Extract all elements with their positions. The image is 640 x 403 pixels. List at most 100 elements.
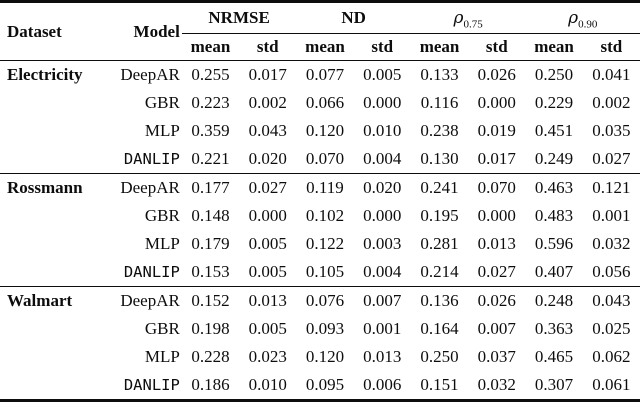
model-cell: DANLIP — [123, 376, 180, 394]
value-cell: 0.037 — [477, 347, 516, 366]
value-cell: 0.027 — [592, 149, 631, 168]
col-header-dataset: Dataset — [0, 3, 96, 61]
model-cell: DANLIP — [123, 150, 180, 168]
value-cell: 0.000 — [363, 93, 402, 112]
value-cell: 0.043 — [582, 286, 640, 315]
table-row: MLP 0.179 0.005 0.122 0.003 0.281 0.013 … — [0, 230, 640, 258]
value-cell: 0.000 — [477, 206, 516, 225]
value-cell: 0.407 — [534, 262, 574, 281]
value-cell: 0.004 — [363, 149, 402, 168]
value-cell: 0.032 — [477, 375, 516, 394]
subcol-header-mean-nrmse: mean — [181, 33, 240, 61]
value-cell: 0.116 — [420, 93, 459, 112]
value-cell: 0.105 — [305, 262, 345, 281]
value-cell: 0.076 — [296, 286, 354, 315]
value-cell: 0.250 — [534, 65, 574, 84]
value-cell: 0.133 — [420, 65, 459, 84]
value-cell: 0.032 — [592, 234, 631, 253]
value-cell: 0.027 — [239, 173, 297, 202]
value-cell: 0.005 — [363, 65, 402, 84]
value-cell: 0.070 — [468, 173, 526, 202]
value-cell: 0.001 — [592, 206, 631, 225]
value-cell: 0.596 — [534, 234, 574, 253]
model-cell: GBR — [144, 93, 180, 112]
value-cell: 0.001 — [363, 319, 402, 338]
dataset-cell: Electricity — [7, 65, 83, 84]
value-cell: 0.151 — [420, 375, 459, 394]
value-cell: 0.013 — [477, 234, 516, 253]
model-cell: MLP — [144, 234, 180, 253]
table-row: DANLIP 0.186 0.010 0.095 0.006 0.151 0.0… — [0, 371, 640, 399]
value-cell: 0.119 — [296, 173, 354, 202]
value-cell: 0.179 — [191, 234, 230, 253]
model-cell: DANLIP — [123, 263, 180, 281]
value-cell: 0.061 — [592, 375, 631, 394]
value-cell: 0.056 — [592, 262, 631, 281]
table-row: MLP 0.359 0.043 0.120 0.010 0.238 0.019 … — [0, 117, 640, 145]
table-row: DANLIP 0.153 0.005 0.105 0.004 0.214 0.0… — [0, 258, 640, 287]
value-cell: 0.005 — [248, 262, 287, 281]
value-cell: 0.359 — [191, 121, 230, 140]
value-cell: 0.041 — [592, 65, 631, 84]
value-cell: 0.363 — [534, 319, 574, 338]
table-row: GBR 0.223 0.002 0.066 0.000 0.116 0.000 … — [0, 89, 640, 117]
value-cell: 0.025 — [592, 319, 631, 338]
value-cell: 0.152 — [181, 286, 240, 315]
value-cell: 0.007 — [477, 319, 516, 338]
value-cell: 0.005 — [248, 234, 287, 253]
col-group-nrmse: NRMSE — [181, 3, 297, 34]
value-cell: 0.136 — [410, 286, 469, 315]
subcol-header-mean-rho-075: mean — [410, 33, 469, 61]
table-row: Walmart DeepAR 0.152 0.013 0.076 0.007 0… — [0, 286, 640, 399]
rho-symbol: ρ — [568, 8, 579, 28]
value-cell: 0.019 — [477, 121, 516, 140]
value-cell: 0.077 — [305, 65, 345, 84]
value-cell: 0.238 — [420, 121, 459, 140]
model-cell: DeepAR — [95, 286, 182, 315]
value-cell: 0.248 — [525, 286, 583, 315]
value-cell: 0.035 — [592, 121, 631, 140]
value-cell: 0.186 — [191, 375, 230, 394]
value-cell: 0.017 — [477, 149, 516, 168]
value-cell: 0.003 — [363, 234, 402, 253]
value-cell: 0.004 — [363, 262, 402, 281]
table-row: GBR 0.198 0.005 0.093 0.001 0.164 0.007 … — [0, 315, 640, 343]
value-cell: 0.013 — [239, 286, 297, 315]
value-cell: 0.281 — [420, 234, 459, 253]
subcol-header-std-nd: std — [353, 33, 411, 61]
value-cell: 0.177 — [181, 173, 240, 202]
model-cell: GBR — [144, 319, 180, 338]
value-cell: 0.013 — [363, 347, 402, 366]
value-cell: 0.255 — [191, 65, 230, 84]
value-cell: 0.221 — [191, 149, 230, 168]
value-cell: 0.005 — [248, 319, 287, 338]
value-cell: 0.002 — [248, 93, 287, 112]
rho-subscript: 0.90 — [578, 18, 598, 31]
value-cell: 0.120 — [305, 121, 345, 140]
value-cell: 0.164 — [420, 319, 459, 338]
value-cell: 0.000 — [363, 206, 402, 225]
value-cell: 0.026 — [468, 286, 526, 315]
value-cell: 0.093 — [305, 319, 345, 338]
value-cell: 0.010 — [248, 375, 287, 394]
subcol-header-std-rho-075: std — [468, 33, 526, 61]
col-header-model: Model — [95, 3, 182, 61]
value-cell: 0.121 — [582, 173, 640, 202]
dataset-block-walmart: Walmart DeepAR 0.152 0.013 0.076 0.007 0… — [0, 286, 640, 399]
value-cell: 0.241 — [410, 173, 469, 202]
value-cell: 0.307 — [534, 375, 574, 394]
dataset-block-electricity: Electricity DeepAR 0.255 0.017 0.077 0.0… — [0, 61, 640, 174]
col-group-rho-090: ρ0.90 — [525, 3, 640, 34]
value-cell: 0.102 — [305, 206, 345, 225]
subcol-header-mean-rho-090: mean — [525, 33, 583, 61]
value-cell: 0.451 — [534, 121, 574, 140]
value-cell: 0.002 — [592, 93, 631, 112]
value-cell: 0.000 — [248, 206, 287, 225]
table-subheader-row: mean std mean std mean std mean std — [0, 33, 640, 61]
table-header: Dataset Model NRMSE ND ρ0.75 ρ0.90 mean … — [0, 3, 640, 61]
value-cell: 0.007 — [353, 286, 411, 315]
value-cell: 0.095 — [305, 375, 345, 394]
model-cell: DeepAR — [95, 173, 182, 202]
value-cell: 0.070 — [305, 149, 345, 168]
dataset-cell: Rossmann — [0, 173, 96, 287]
